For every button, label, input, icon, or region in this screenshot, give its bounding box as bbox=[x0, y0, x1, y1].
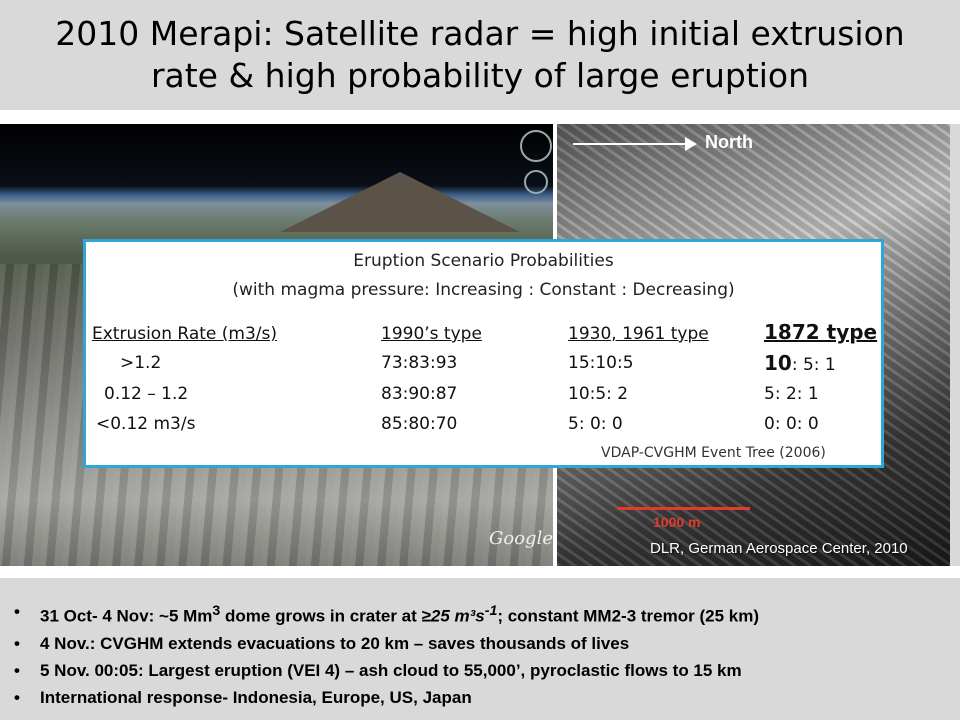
table-row-1-1930-1961: 15:10:5 bbox=[568, 353, 634, 373]
table-source: VDAP-CVGHM Event Tree (2006) bbox=[601, 445, 826, 461]
compass-icon bbox=[520, 130, 552, 162]
bullet-item-1: 31 Oct- 4 Nov: ~5 Mm3 dome grows in crat… bbox=[14, 598, 960, 630]
slide-title: 2010 Merapi: Satellite radar = high init… bbox=[0, 0, 960, 110]
north-label: North bbox=[705, 132, 753, 152]
table-heading: Eruption Scenario Probabilities bbox=[353, 251, 614, 271]
image-credit: DLR, German Aerospace Center, 2010 bbox=[650, 540, 908, 557]
title-line-2: rate & high probability of large eruptio… bbox=[150, 56, 810, 95]
column-header-rate: Extrusion Rate (m3/s) bbox=[92, 324, 277, 344]
table-row-2-rate: 0.12 – 1.2 bbox=[104, 384, 189, 404]
table-row-2-1990s: 83:90:87 bbox=[381, 384, 458, 404]
table-row-1-rate: >1.2 bbox=[120, 353, 162, 373]
table-row-3-1930-1961: 5: 0: 0 bbox=[568, 414, 623, 434]
column-header-1930-1961: 1930, 1961 type bbox=[568, 324, 709, 344]
column-header-1872: 1872 type bbox=[764, 320, 878, 344]
bullets-separator bbox=[0, 566, 960, 578]
table-row-2-1872: 5: 2: 1 bbox=[764, 384, 819, 404]
google-watermark: Google bbox=[489, 528, 553, 549]
table-row-1-1872: 10: 5: 1 bbox=[764, 351, 836, 375]
title-separator bbox=[0, 110, 960, 124]
table-row-3-rate: <0.12 m3/s bbox=[96, 414, 196, 434]
table-row-3-1872: 0: 0: 0 bbox=[764, 414, 819, 434]
table-row-2-1930-1961: 10:5: 2 bbox=[568, 384, 629, 404]
bullet-list: 31 Oct- 4 Nov: ~5 Mm3 dome grows in crat… bbox=[0, 578, 960, 720]
volcano-peak bbox=[280, 172, 520, 232]
scale-label: 1000 m bbox=[653, 514, 701, 530]
table-row-1-1872-lead: 10 bbox=[764, 351, 792, 375]
column-header-1990s: 1990’s type bbox=[381, 324, 482, 344]
table-subheading: (with magma pressure: Increasing : Const… bbox=[232, 280, 735, 300]
table-row-1-1872-rest: : 5: 1 bbox=[791, 355, 836, 375]
table-row-1-1990s: 73:83:93 bbox=[381, 353, 458, 373]
title-line-1: 2010 Merapi: Satellite radar = high init… bbox=[55, 14, 905, 53]
bullet-item-3: 5 Nov. 00:05: Largest eruption (VEI 4) –… bbox=[14, 657, 960, 684]
bullet-item-4: International response- Indonesia, Europ… bbox=[14, 684, 960, 711]
bullet-item-2: 4 Nov.: CVGHM extends evacuations to 20 … bbox=[14, 630, 960, 657]
navigation-icon bbox=[524, 170, 548, 194]
scale-bar bbox=[617, 507, 750, 510]
table-row-3-1990s: 85:80:70 bbox=[381, 414, 458, 434]
north-arrow-icon bbox=[573, 137, 697, 151]
probability-table: Eruption Scenario Probabilities (with ma… bbox=[83, 239, 884, 468]
